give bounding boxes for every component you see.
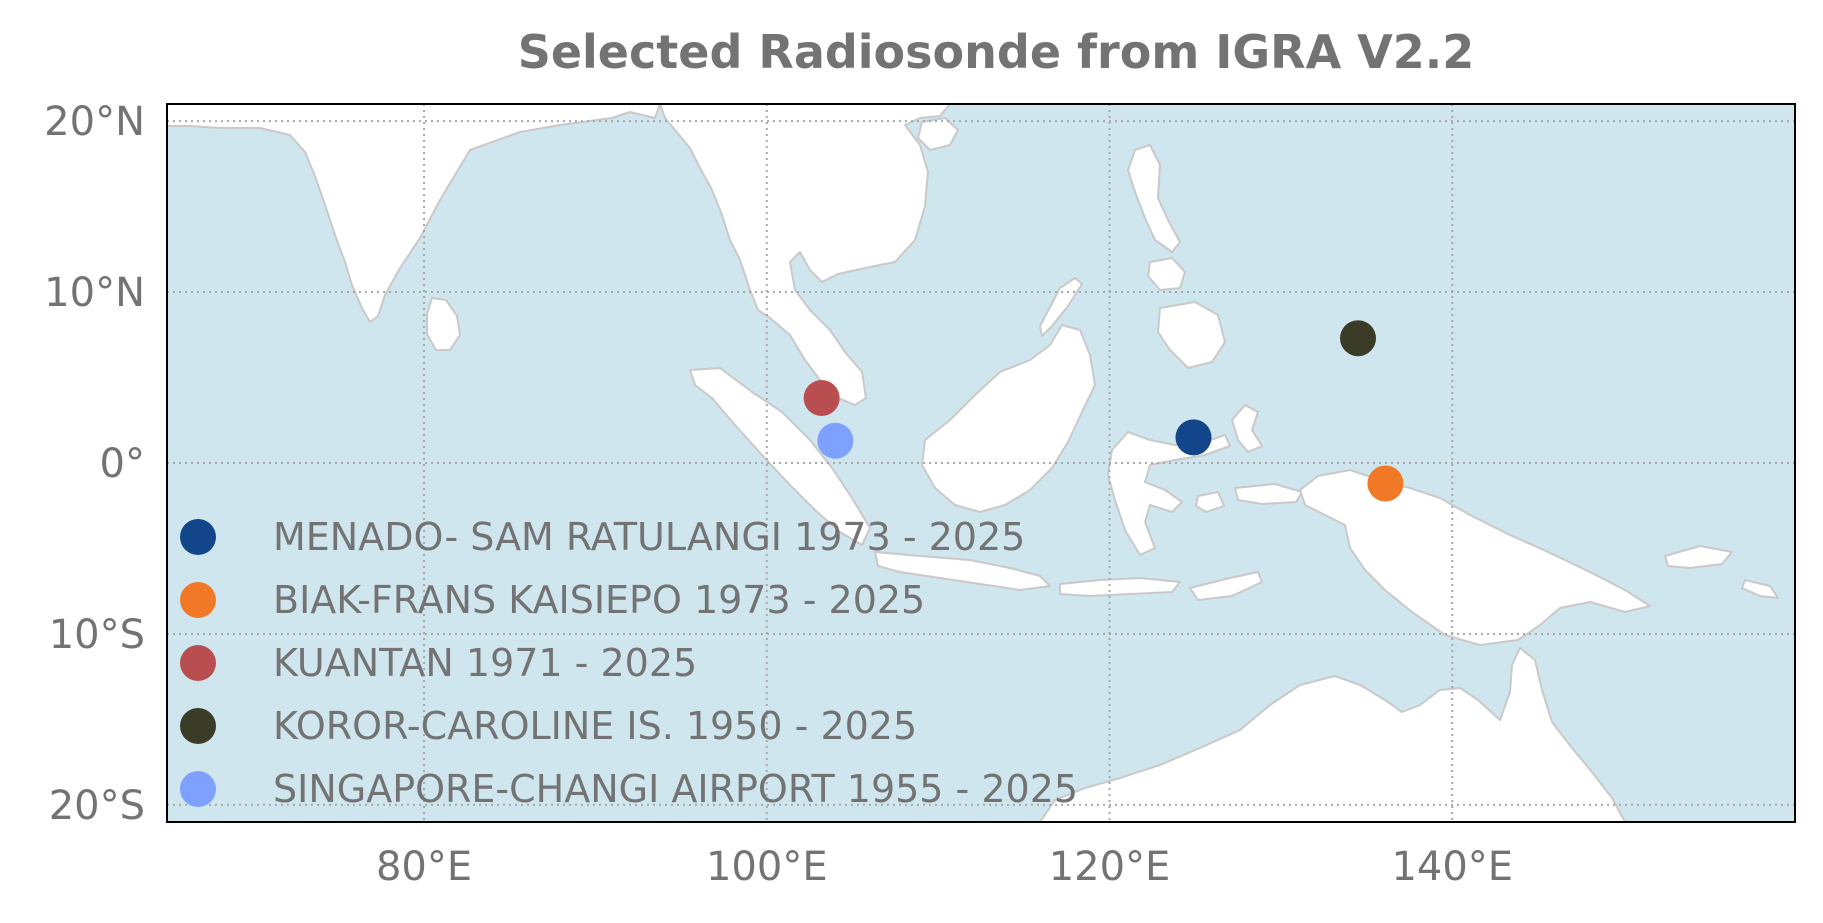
land-visayas (1147, 257, 1186, 291)
land-sumatra (689, 367, 871, 546)
x-tick-label: 100°E (706, 844, 828, 890)
chart-title: Selected Radiosonde from IGRA V2.2 (518, 25, 1475, 79)
land-borneo (921, 324, 1096, 513)
land-palawan (1039, 277, 1083, 337)
legend-label: SINGAPORE-CHANGI AIRPORT 1955 - 2025 (273, 767, 1078, 811)
x-tick-label: 120°E (1049, 844, 1171, 890)
land-sri-lanka (426, 297, 461, 351)
map-area (166, 103, 1796, 823)
y-tick-label: 0° (100, 441, 145, 487)
station-marker (817, 422, 854, 459)
land-solomon-islands (1741, 579, 1779, 599)
land-lesser-sunda (1059, 577, 1181, 597)
y-axis-ticks: 20°N 10°N 0° 10°S 20°S (44, 99, 145, 829)
station-markers (803, 320, 1404, 502)
x-tick-label: 80°E (376, 844, 472, 890)
land-australia (1039, 647, 1626, 822)
x-tick-label: 140°E (1391, 844, 1513, 890)
land-luzon (1127, 144, 1181, 253)
map-frame (166, 103, 1796, 823)
land-timor (1189, 571, 1263, 601)
land-hainan (917, 117, 959, 151)
land-new-britain (1664, 545, 1733, 569)
legend-label: KOROR-CAROLINE IS. 1950 - 2025 (273, 704, 917, 748)
land-java (874, 551, 1051, 591)
grid-lines (167, 104, 1795, 822)
land-indochina (659, 104, 951, 406)
y-tick-label: 10°N (44, 270, 145, 316)
x-axis-ticks: 80°E 100°E 120°E 140°E (376, 844, 1513, 890)
land-seram (1234, 483, 1303, 505)
legend-marker (180, 519, 216, 555)
legend-marker (180, 645, 216, 681)
land-new-guinea (1299, 469, 1651, 646)
station-marker (1175, 419, 1212, 456)
station-marker (1367, 465, 1404, 502)
legend-label: KUANTAN 1971 - 2025 (273, 641, 697, 685)
y-tick-label: 20°N (44, 99, 145, 145)
landmass-group (167, 104, 1779, 822)
legend-marker (180, 771, 216, 807)
station-marker (1340, 320, 1377, 357)
land-mindanao (1157, 301, 1226, 369)
station-marker (803, 380, 840, 417)
legend-marker (180, 708, 216, 744)
land-halmahera (1231, 404, 1263, 453)
legend: MENADO- SAM RATULANGI 1973 - 2025 BIAK-FR… (180, 515, 1078, 811)
legend-marker (180, 582, 216, 618)
land-buru (1195, 491, 1225, 513)
legend-label: BIAK-FRANS KAISIEPO 1973 - 2025 (273, 578, 925, 622)
legend-label: MENADO- SAM RATULANGI 1973 - 2025 (273, 515, 1025, 559)
y-tick-label: 20°S (49, 783, 145, 829)
y-tick-label: 10°S (49, 612, 145, 658)
